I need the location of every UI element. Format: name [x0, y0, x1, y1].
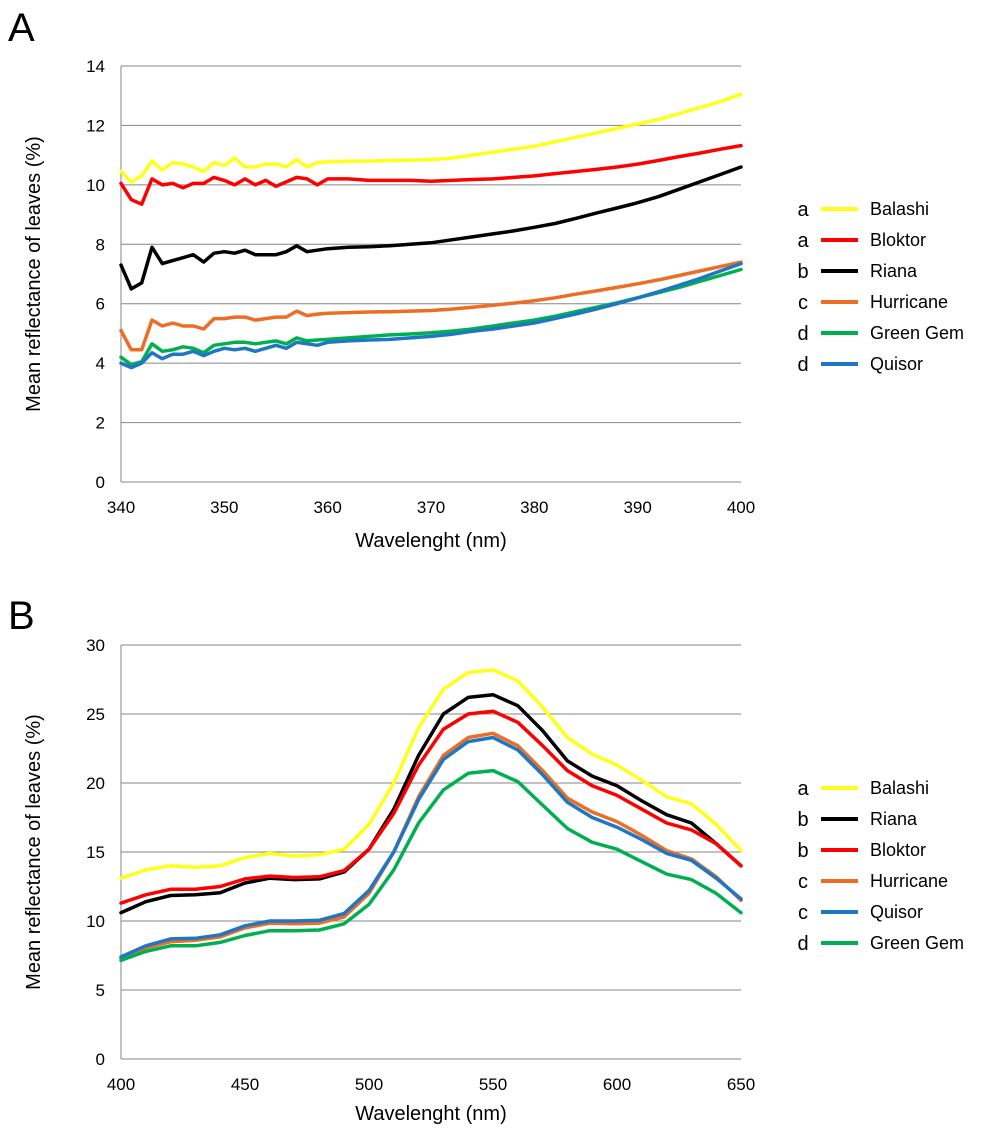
legend-group-letter: d [797, 933, 808, 955]
legend-label: Quisor [870, 902, 923, 922]
legend-group-letter: a [797, 230, 809, 252]
panel-label-a: A [8, 6, 35, 50]
series-line-balashi [119, 92, 743, 184]
series-line-balashi [119, 668, 743, 880]
legend-label: Bloktor [870, 840, 926, 860]
legend-label: Hurricane [870, 871, 948, 891]
series-line-quisor [119, 261, 743, 370]
y-tick-label: 12 [86, 116, 105, 135]
legend-group-letter: c [798, 871, 808, 893]
legend-group-letter: b [797, 809, 808, 831]
legend-group-letter: d [797, 354, 808, 376]
y-tick-label: 2 [96, 414, 105, 433]
y-tick-label: 30 [86, 636, 105, 655]
x-tick-label: 450 [231, 1075, 259, 1094]
series-line-hurricane [119, 731, 743, 961]
y-tick-label: 25 [86, 705, 105, 724]
series-line-hurricane [119, 260, 743, 352]
x-axis-label: Wavelenght (nm) [355, 1103, 507, 1125]
x-tick-label: 600 [603, 1075, 631, 1094]
y-tick-label: 15 [86, 843, 105, 862]
series-line-bloktor [119, 143, 743, 206]
legend-label: Quisor [870, 354, 923, 374]
legend-label: Riana [870, 261, 918, 281]
legend-label: Bloktor [870, 230, 926, 250]
x-tick-label: 370 [417, 498, 445, 517]
y-tick-label: 4 [96, 354, 105, 373]
x-tick-label: 400 [107, 1075, 135, 1094]
series-line-riana [119, 165, 743, 291]
series-line-bloktor [119, 709, 743, 905]
y-tick-label: 0 [96, 1050, 105, 1069]
y-tick-label: 10 [86, 912, 105, 931]
legend-label: Hurricane [870, 292, 948, 312]
x-tick-label: 350 [210, 498, 238, 517]
legend-group-letter: c [798, 902, 808, 924]
series-line-green-gem [119, 768, 743, 963]
y-tick-label: 5 [96, 981, 105, 1000]
legend-label: Balashi [870, 199, 929, 219]
legend-label: Riana [870, 809, 918, 829]
panel-label-b: B [8, 594, 35, 638]
chart-a: 0 2 4 6 8 10 12 14 340 350 360 370 380 390 400 Waveleng… [23, 57, 964, 552]
x-tick-label: 550 [479, 1075, 507, 1094]
y-tick-label: 0 [96, 473, 105, 492]
x-axis-label: Wavelenght (nm) [355, 530, 507, 552]
y-tick-label: 20 [86, 774, 105, 793]
legend-label: Balashi [870, 778, 929, 798]
legend-label: Green Gem [870, 933, 964, 953]
x-tick-label: 340 [107, 498, 135, 517]
y-tick-label: 14 [86, 57, 105, 76]
x-tick-label: 380 [520, 498, 548, 517]
legend-group-letter: b [797, 840, 808, 862]
y-tick-label: 10 [86, 176, 105, 195]
x-tick-label: 650 [727, 1075, 755, 1094]
x-tick-label: 400 [727, 498, 755, 517]
series-line-quisor [119, 735, 743, 959]
x-tick-label: 390 [623, 498, 651, 517]
y-tick-label: 8 [96, 235, 105, 254]
y-tick-label: 6 [96, 295, 105, 314]
y-axis-label: Mean reflectance of leaves (%) [23, 714, 45, 990]
legend-group-letter: b [797, 261, 808, 283]
legend-group-letter: d [797, 323, 808, 345]
legend-group-letter: a [797, 199, 809, 221]
legend-label: Green Gem [870, 323, 964, 343]
x-tick-label: 500 [355, 1075, 383, 1094]
y-axis-label: Mean reflectance of leaves (%) [23, 136, 45, 412]
series-line-riana [119, 692, 743, 915]
x-tick-label: 360 [313, 498, 341, 517]
legend-group-letter: a [797, 778, 809, 800]
legend-group-letter: c [798, 292, 808, 314]
